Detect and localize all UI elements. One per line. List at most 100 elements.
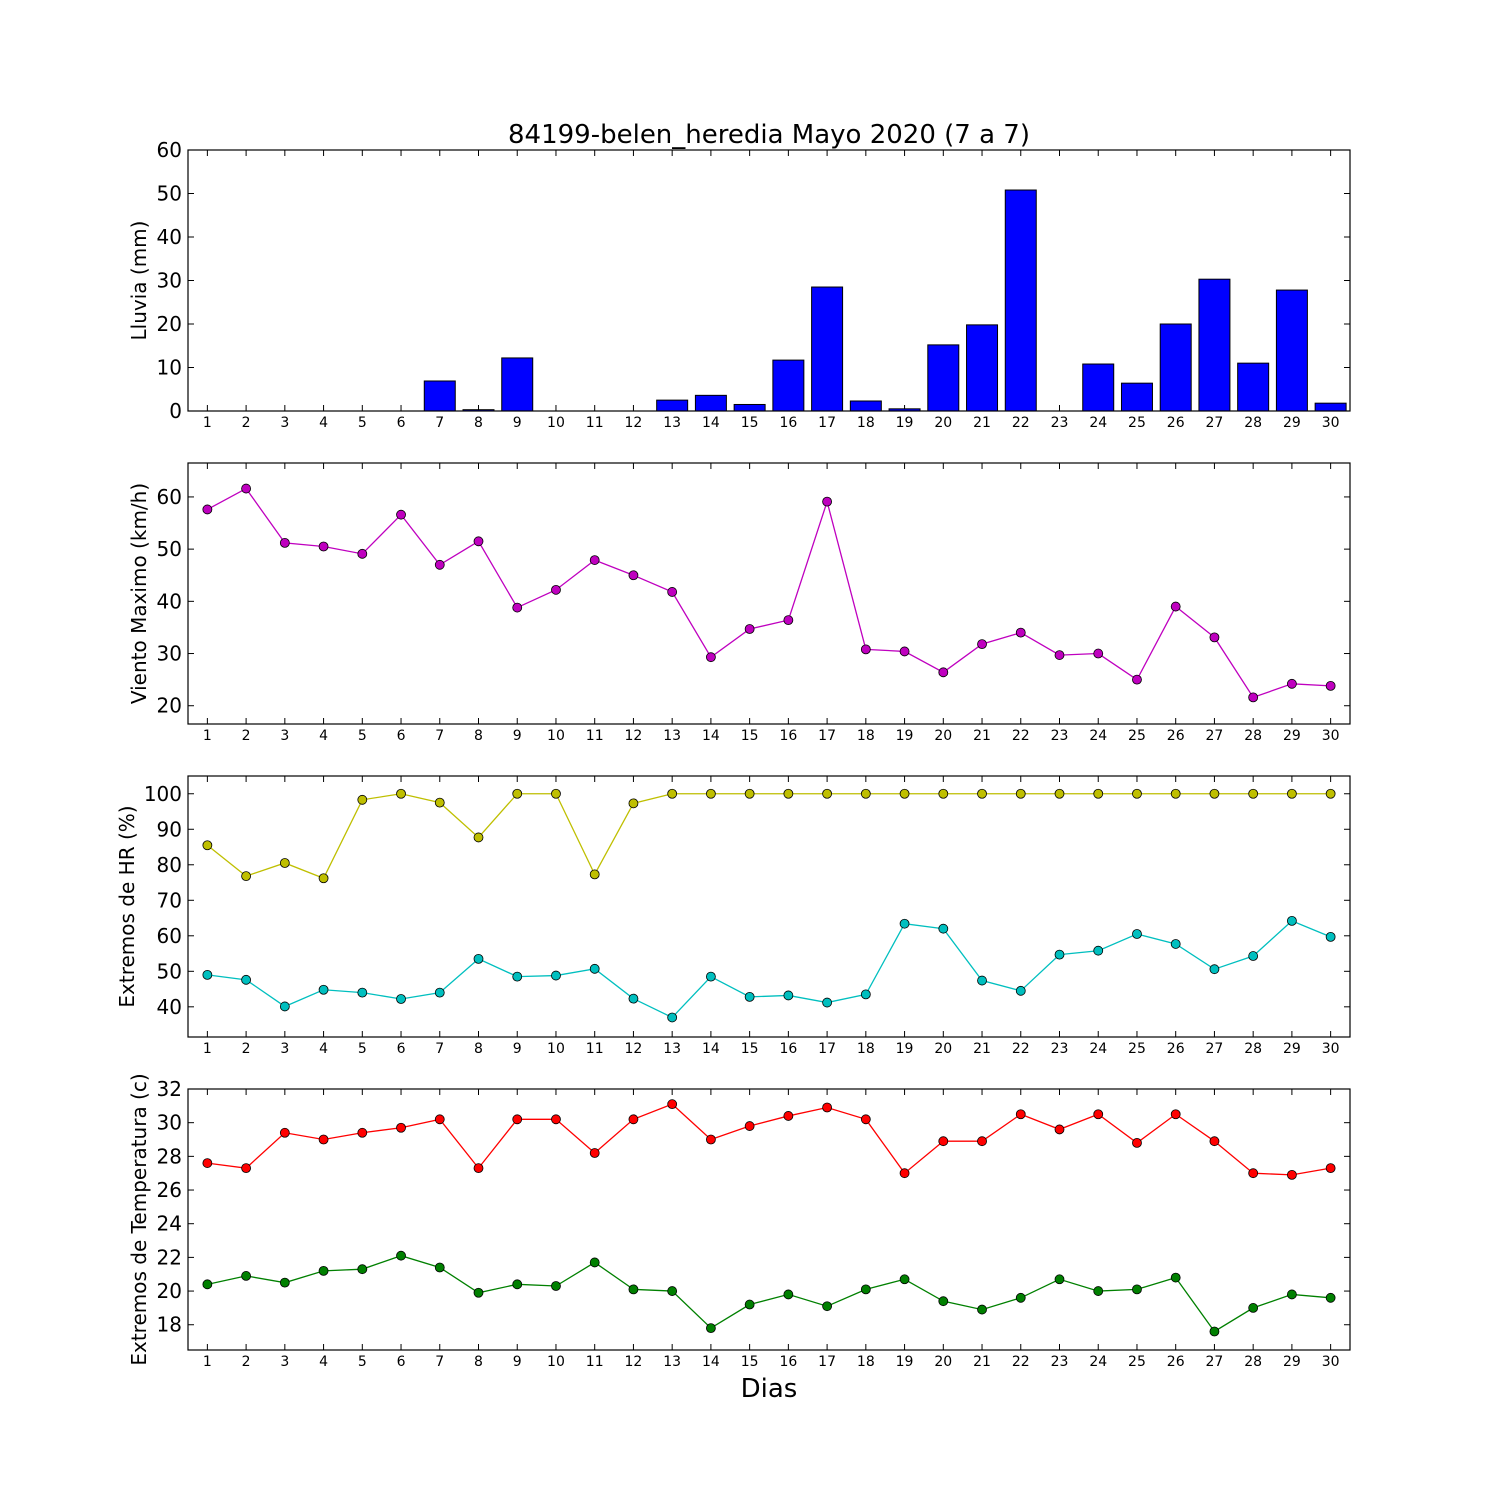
x-tick-label: 24	[1089, 415, 1107, 431]
y-tick-label: 70	[157, 888, 182, 912]
x-tick-label: 19	[896, 415, 914, 431]
data-point	[1132, 1284, 1142, 1295]
y-axis-label: Extremos de HR (%)	[115, 805, 139, 1007]
data-point	[783, 1111, 794, 1121]
plot-frame	[187, 462, 1351, 725]
data-point	[1093, 648, 1104, 659]
y-tick-label: 30	[157, 269, 182, 293]
x-tick-label: 18	[857, 415, 875, 431]
x-tick-label: 5	[358, 1354, 367, 1370]
bar	[772, 359, 805, 412]
x-tick-label: 27	[1206, 1354, 1224, 1370]
bar	[849, 400, 882, 412]
data-point	[279, 537, 290, 548]
data-point	[434, 559, 445, 570]
data-point	[279, 1127, 290, 1138]
x-tick-label: 17	[818, 1041, 836, 1057]
data-point	[1209, 632, 1220, 643]
x-tick-label: 8	[474, 728, 483, 744]
x-tick-label: 27	[1206, 1041, 1224, 1057]
data-point	[589, 869, 600, 880]
data-point	[202, 504, 213, 515]
data-point	[1325, 788, 1336, 799]
data-point	[1248, 1168, 1259, 1179]
x-axis-label: Dias	[741, 1374, 798, 1404]
y-tick-label: 100	[144, 782, 182, 806]
x-tick-label: 3	[280, 728, 289, 744]
x-tick-label: 3	[280, 415, 289, 431]
x-tick-label: 16	[779, 728, 797, 744]
data-point	[551, 1114, 561, 1125]
data-point	[1170, 1109, 1181, 1120]
data-point	[744, 624, 755, 634]
data-point	[279, 858, 290, 868]
data-point	[1248, 951, 1259, 961]
x-tick-label: 6	[397, 1354, 406, 1370]
data-point	[977, 1304, 987, 1315]
data-point	[241, 483, 252, 494]
x-tick-label: 29	[1283, 1354, 1301, 1370]
data-point	[899, 788, 910, 799]
x-tick-label: 27	[1206, 728, 1224, 744]
data-point	[899, 1168, 910, 1179]
bar	[1159, 323, 1192, 412]
data-point	[396, 509, 406, 520]
chart-panels: 84199-belen_heredia Mayo 2020 (7 a 7) Llu…	[115, 120, 1351, 1404]
x-tick-label: 9	[513, 1354, 522, 1370]
bar	[1198, 278, 1231, 412]
data-point	[589, 555, 600, 565]
bar	[811, 286, 844, 412]
y-tick-label: 60	[157, 485, 182, 509]
data-point	[706, 1134, 716, 1145]
data-point	[1325, 1292, 1336, 1303]
data-point	[706, 788, 716, 799]
x-tick-label: 6	[397, 728, 406, 744]
data-point	[1054, 650, 1065, 660]
y-tick-label: 0	[169, 399, 182, 423]
x-tick-label: 11	[586, 1354, 604, 1370]
plot-frame	[187, 1088, 1351, 1351]
x-tick-label: 8	[474, 415, 483, 431]
bar	[1120, 382, 1153, 412]
y-tick-label: 40	[157, 995, 182, 1019]
data-point	[589, 1148, 600, 1158]
x-tick-label: 10	[547, 1354, 565, 1370]
data-point	[434, 797, 445, 808]
data-point	[318, 984, 329, 995]
data-point	[202, 969, 213, 980]
data-point	[1054, 949, 1065, 960]
data-point	[434, 987, 445, 998]
x-tick-label: 30	[1322, 415, 1340, 431]
data-point	[628, 993, 639, 1004]
data-point	[473, 536, 484, 547]
chart-panel-4: Extremos de Temperatura (c)Dias182022242…	[127, 1073, 1351, 1404]
data-point	[822, 1301, 832, 1312]
data-point	[318, 1134, 329, 1145]
data-point	[1015, 788, 1026, 799]
x-tick-label: 24	[1089, 1354, 1107, 1370]
data-point	[667, 587, 678, 597]
data-point	[1054, 1124, 1065, 1135]
data-point	[357, 1127, 368, 1138]
data-point	[1325, 931, 1336, 942]
x-tick-label: 26	[1167, 415, 1185, 431]
x-tick-label: 20	[934, 415, 952, 431]
bar	[966, 324, 999, 412]
x-tick-label: 5	[358, 728, 367, 744]
x-tick-label: 1	[203, 415, 212, 431]
x-tick-label: 25	[1128, 728, 1146, 744]
data-point	[1170, 1272, 1181, 1283]
x-tick-label: 13	[663, 1354, 681, 1370]
series-line-2	[207, 920, 1331, 1019]
x-tick-label: 16	[779, 1041, 797, 1057]
x-tick-label: 30	[1322, 728, 1340, 744]
y-tick-label: 40	[157, 225, 182, 249]
x-tick-label: 4	[319, 415, 328, 431]
data-point	[822, 788, 832, 799]
y-tick-label: 90	[157, 817, 182, 841]
data-point	[202, 1158, 213, 1168]
data-point	[1132, 674, 1142, 685]
y-tick-label: 50	[157, 537, 182, 561]
y-tick-label: 20	[157, 312, 182, 336]
